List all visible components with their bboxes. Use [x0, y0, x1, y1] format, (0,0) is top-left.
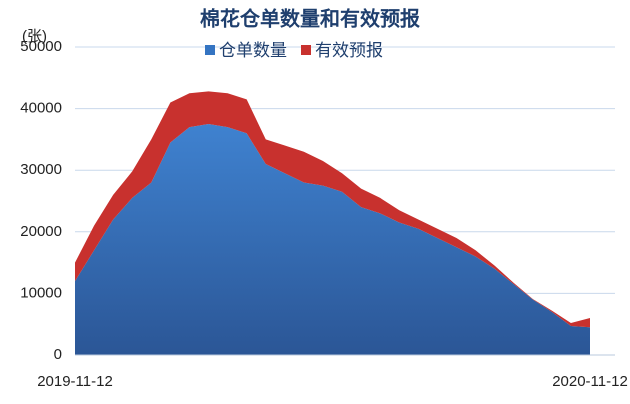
area — [75, 124, 590, 355]
legend-label: 仓单数量 — [219, 41, 287, 61]
y-tick-label: 30000 — [20, 161, 62, 178]
y-axis-label: (张) — [22, 28, 47, 45]
x-tick-label: 2020-11-12 — [552, 373, 628, 390]
legend-swatch — [301, 45, 311, 55]
y-tick-label: 50000 — [20, 38, 62, 55]
y-tick-label: 0 — [54, 346, 62, 363]
legend-swatch — [205, 45, 215, 55]
chart-title: 棉花仓单数量和有效预报 — [200, 7, 420, 31]
x-tick-label: 2019-11-12 — [37, 373, 113, 390]
legend-label: 有效预报 — [315, 41, 383, 61]
y-tick-label: 20000 — [20, 223, 62, 240]
y-tick-label: 40000 — [20, 100, 62, 117]
y-tick-label: 10000 — [20, 284, 62, 301]
